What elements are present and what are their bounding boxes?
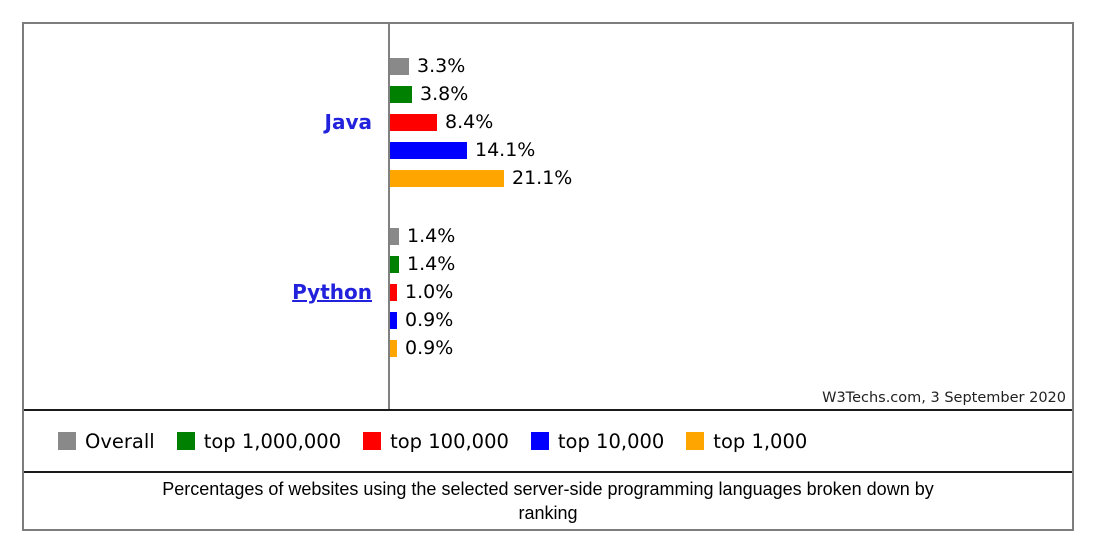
legend-swatch-top-10-000 — [530, 432, 549, 450]
legend-item-top-10-000: top 10,000 — [530, 429, 665, 453]
bar-row: Python 1.0% — [24, 278, 1072, 306]
bar-value-label: 1.0% — [405, 281, 454, 303]
legend-label-top-1-000: top 1,000 — [713, 429, 808, 453]
legend-label-top-1-000-000: top 1,000,000 — [203, 429, 342, 453]
bar-python-top-1-000-000 — [390, 255, 399, 273]
bar-row: 0.9% — [24, 306, 1072, 334]
bar-value-label: 0.9% — [405, 309, 454, 331]
legend-label-overall: Overall — [85, 429, 155, 453]
category-cell: Python — [24, 282, 390, 302]
bar-groups: 3.3% 3.8% Java 8.4% 14.1% 21.1% 1.4% 1.4% Python… — [24, 52, 1072, 362]
chart-caption: Percentages of websites using the select… — [162, 479, 934, 523]
legend-swatch-top-100-000 — [363, 432, 382, 450]
bar-java-top-1-000-000 — [390, 85, 412, 103]
bar-row: 21.1% — [24, 164, 1072, 192]
legend-item-top-1-000: top 1,000 — [686, 430, 807, 453]
legend-label-top-100-000: top 100,000 — [390, 429, 509, 453]
bar-value-label: 1.4% — [407, 225, 456, 247]
bar-java-overall — [390, 57, 409, 75]
zero-axis-line — [388, 24, 390, 409]
bar-value-label: 1.4% — [407, 253, 456, 275]
bar-value-label: 0.9% — [405, 337, 454, 359]
legend-item-overall: Overall — [58, 430, 155, 453]
bar-group-java: 3.3% 3.8% Java 8.4% 14.1% 21.1% — [24, 52, 1072, 192]
chart-area: 3.3% 3.8% Java 8.4% 14.1% 21.1% 1.4% 1.4% Python… — [24, 24, 1072, 409]
bar-value-label: 21.1% — [512, 167, 573, 189]
legend-swatch-overall — [58, 432, 76, 450]
attribution-text: W3Techs.com, 3 September 2020 — [822, 390, 1066, 406]
bar-java-top-10-000 — [390, 141, 467, 159]
legend-label-top-10-000: top 10,000 — [557, 429, 665, 453]
bar-python-top-1-000 — [390, 339, 397, 357]
caption-row: Percentages of websites using the select… — [24, 471, 1072, 529]
bar-row: 1.4% — [24, 250, 1072, 278]
legend-swatch-top-1-000 — [686, 432, 705, 450]
bar-row: 1.4% — [24, 222, 1072, 250]
bar-value-label: 8.4% — [445, 111, 494, 133]
bar-value-label: 14.1% — [475, 139, 536, 161]
legend-item-top-1-000-000: top 1,000,000 — [176, 429, 342, 453]
chart-frame: 3.3% 3.8% Java 8.4% 14.1% 21.1% 1.4% 1.4% Python… — [22, 22, 1074, 531]
bar-row: Java 8.4% — [24, 108, 1072, 136]
bar-python-top-10-000 — [390, 311, 397, 329]
legend-item-top-100-000: top 100,000 — [363, 430, 509, 453]
bar-value-label: 3.3% — [417, 55, 466, 77]
category-cell: Java — [24, 112, 390, 132]
category-label-python[interactable]: Python — [292, 280, 372, 304]
legend: Overall top 1,000,000 top 100,000 top 10,00… — [24, 409, 1072, 471]
category-label-java[interactable]: Java — [324, 110, 372, 134]
bar-python-overall — [390, 227, 399, 245]
bar-row: 3.8% — [24, 80, 1072, 108]
bar-python-top-100-000 — [390, 283, 397, 301]
bar-row: 0.9% — [24, 334, 1072, 362]
bar-row: 3.3% — [24, 52, 1072, 80]
bar-java-top-1-000 — [390, 169, 504, 187]
bar-group-python: 1.4% 1.4% Python 1.0% 0.9% 0.9% — [24, 222, 1072, 362]
bar-value-label: 3.8% — [420, 83, 469, 105]
bar-java-top-100-000 — [390, 113, 437, 131]
bar-row: 14.1% — [24, 136, 1072, 164]
legend-swatch-top-1-000-000 — [176, 432, 195, 450]
